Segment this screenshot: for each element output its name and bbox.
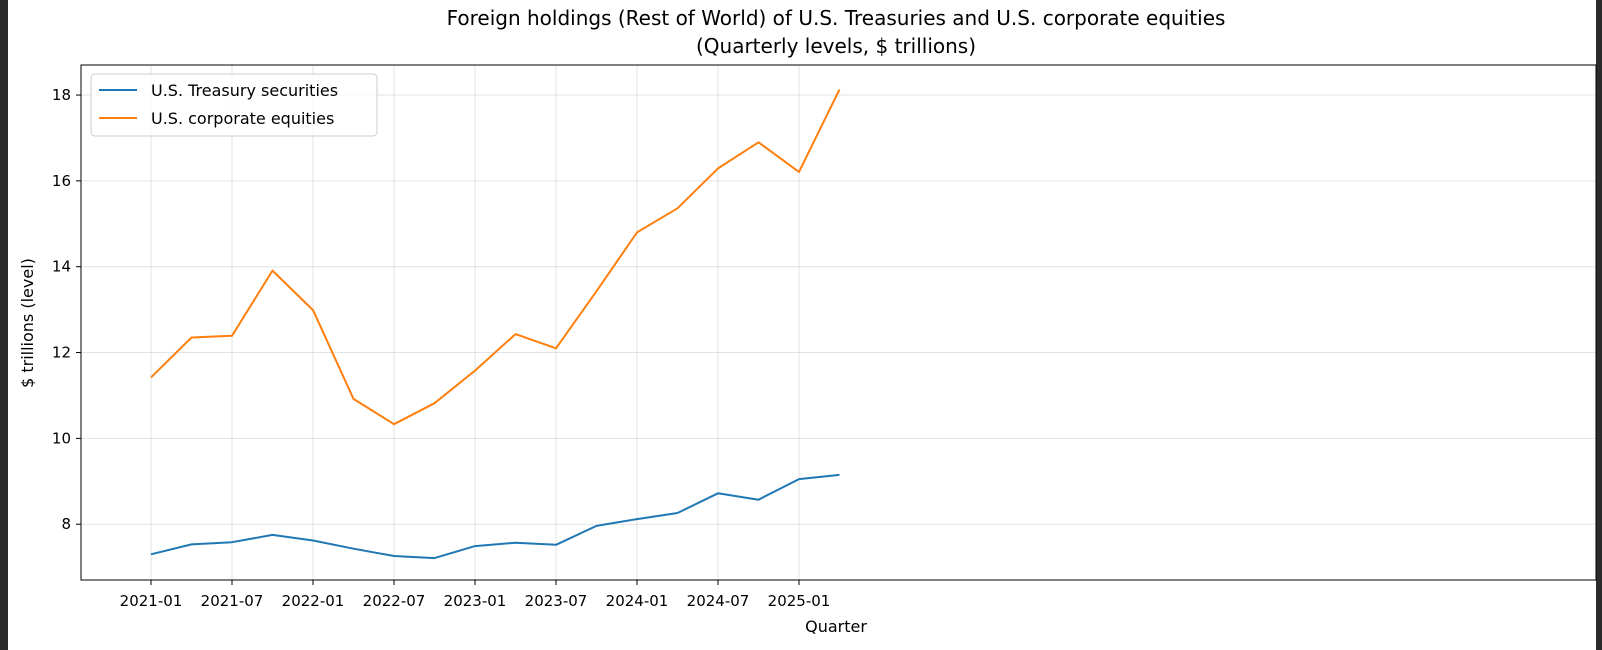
x-tick-label: 2025-01 [768,592,831,610]
y-tick-label: 12 [52,344,71,362]
chart-title: Foreign holdings (Rest of World) of U.S.… [447,6,1226,30]
y-axis-ticks: 8 10 12 14 16 18 [52,86,81,533]
window-edge-left [0,0,8,650]
x-tick-label: 2024-07 [687,592,750,610]
legend-label-equities: U.S. corporate equities [151,109,334,128]
y-tick-label: 10 [52,429,71,447]
legend-label-treasury: U.S. Treasury securities [151,81,338,100]
x-tick-label: 2023-07 [525,592,588,610]
x-tick-label: 2022-07 [363,592,426,610]
y-tick-label: 16 [52,172,71,190]
x-tick-label: 2024-01 [606,592,669,610]
series-lines [150,89,841,560]
x-axis-ticks: 2021-01 2021-07 2022-01 2022-07 2023-01 2023-… [120,580,831,610]
plot-area-frame [80,64,1597,581]
x-tick-label: 2022-01 [282,592,345,610]
x-tick-label: 2021-01 [120,592,183,610]
x-tick-label: 2023-01 [444,592,507,610]
chart-subtitle: (Quarterly levels, $ trillions) [696,34,976,58]
series-line-equities [150,89,841,426]
y-axis-label: $ trillions (level) [18,258,37,388]
y-tick-label: 14 [52,258,71,276]
x-axis-label: Quarter [805,617,867,636]
series-line-treasury [150,473,840,560]
legend-box [90,73,378,137]
y-tick-label: 18 [52,86,71,104]
legend: U.S. Treasury securities U.S. corporate … [90,73,378,137]
window-edge-right [1596,0,1602,650]
x-tick-label: 2021-07 [201,592,264,610]
y-tick-label: 8 [61,515,71,533]
grid [81,65,1596,580]
